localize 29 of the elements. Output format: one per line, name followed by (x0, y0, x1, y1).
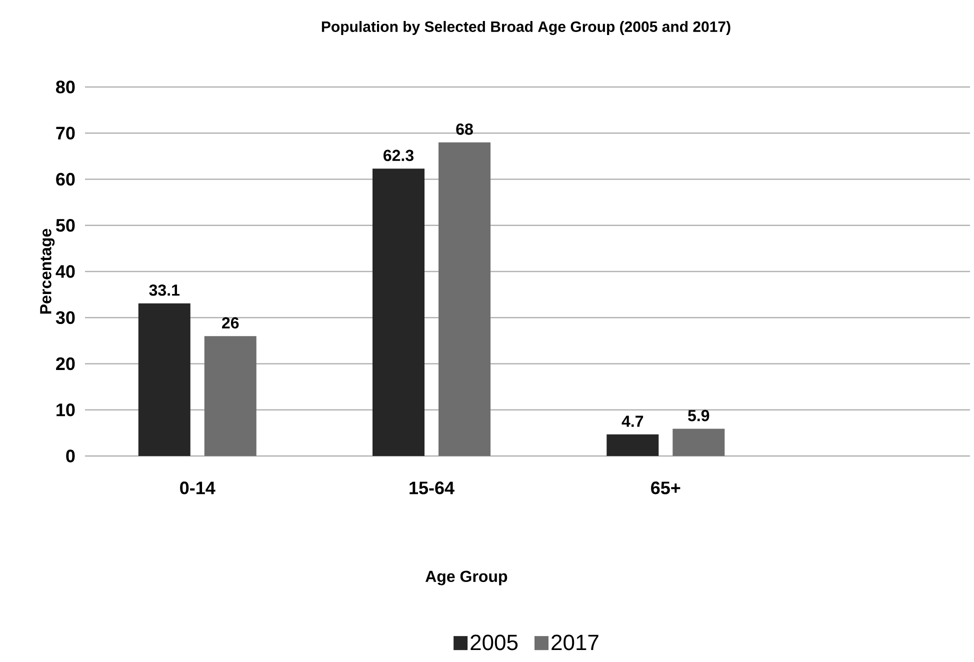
bar (672, 428, 725, 456)
y-tick-label: 50 (56, 218, 75, 232)
y-axis-title: Percentage (40, 228, 55, 314)
y-tick-label: 10 (56, 403, 75, 416)
data-label: 62.3 (384, 150, 414, 162)
y-tick-label: 30 (56, 311, 75, 324)
legend-label: 2017 (552, 634, 598, 650)
y-tick-label: 20 (56, 357, 75, 370)
x-tick-label: 0-14 (180, 482, 216, 494)
chart-title: Population by Selected Broad Age Group (2005 and 2017) (322, 20, 730, 36)
legend-label: 2005 (470, 634, 518, 650)
bar (372, 168, 425, 456)
x-axis-title: Age Group (426, 570, 508, 586)
y-tick-label: 60 (56, 172, 75, 186)
bar (204, 336, 256, 456)
data-label: 4.7 (622, 416, 644, 427)
bar (438, 142, 491, 456)
y-tick-label: 40 (56, 265, 75, 278)
data-label: 33.1 (149, 284, 180, 296)
y-tick-label: 70 (56, 126, 75, 140)
y-tick-label: 0 (66, 450, 75, 462)
bar (606, 434, 659, 456)
x-tick-label: 15-64 (410, 482, 454, 494)
data-label: 26 (222, 317, 239, 329)
bar (138, 303, 190, 456)
data-label: 68 (456, 123, 473, 135)
data-label: 5.9 (688, 410, 710, 422)
x-tick-label: 65+ (651, 482, 680, 494)
y-tick-label: 80 (56, 80, 75, 94)
